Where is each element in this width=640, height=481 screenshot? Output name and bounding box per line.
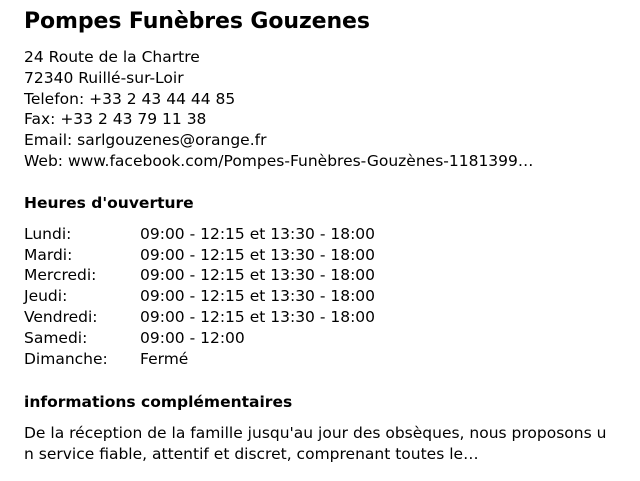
contact-fax: Fax: +33 2 43 79 11 38: [24, 110, 207, 129]
table-row: Lundi: 09:00 - 12:15 et 13:30 - 18:00: [24, 224, 375, 245]
opening-hours-heading: Heures d'ouverture: [24, 193, 194, 212]
hours-time-value: 09:00 - 12:15 et 13:30 - 18:00: [140, 245, 376, 264]
additional-info-heading: informations complémentaires: [24, 393, 293, 412]
table-row: Jeudi: 09:00 - 12:15 et 13:30 - 18:00: [24, 286, 375, 307]
table-row: Samedi: 09:00 - 12:00: [24, 328, 375, 349]
hours-day-label: Dimanche:: [24, 349, 108, 368]
hours-time-value: 09:00 - 12:15 et 13:30 - 18:00: [140, 224, 376, 243]
address-city: 72340 Ruillé-sur-Loir: [24, 68, 184, 87]
hours-time-value: Fermé: [140, 349, 189, 368]
hours-day-label: Mercredi:: [24, 266, 97, 285]
hours-day-label: Jeudi:: [24, 287, 68, 306]
table-row: Dimanche: Fermé: [24, 349, 375, 370]
card-content: Pompes Funèbres Gouzenes 24 Route de la …: [24, 0, 606, 481]
hours-day-label: Mardi:: [24, 245, 73, 264]
hours-day-label: Vendredi:: [24, 307, 98, 326]
contact-email[interactable]: Email: sarlgouzenes@orange.fr: [24, 131, 267, 150]
contact-block: 24 Route de la Chartre 72340 Ruillé-sur-…: [24, 47, 600, 172]
additional-info-text: De la réception de la famille jusqu'au j…: [24, 424, 607, 464]
hours-time-value: 09:00 - 12:00: [140, 328, 245, 347]
opening-hours-body: Lundi: 09:00 - 12:15 et 13:30 - 18:00 Ma…: [24, 224, 375, 370]
hours-day-label: Samedi:: [24, 328, 88, 347]
hours-time-value: 09:00 - 12:15 et 13:30 - 18:00: [140, 287, 376, 306]
hours-time-value: 09:00 - 12:15 et 13:30 - 18:00: [140, 307, 376, 326]
table-row: Vendredi: 09:00 - 12:15 et 13:30 - 18:00: [24, 307, 375, 328]
page-title: Pompes Funèbres Gouzenes: [24, 9, 370, 34]
address-street: 24 Route de la Chartre: [24, 48, 200, 66]
contact-phone: Telefon: +33 2 43 44 44 85: [24, 89, 236, 108]
opening-hours-table: Lundi: 09:00 - 12:15 et 13:30 - 18:00 Ma…: [24, 224, 375, 370]
table-row: Mercredi: 09:00 - 12:15 et 13:30 - 18:00: [24, 265, 375, 286]
hours-day-label: Lundi:: [24, 224, 72, 243]
contact-web[interactable]: Web: www.facebook.com/Pompes-Funèbres-Go…: [24, 151, 534, 170]
table-row: Mardi: 09:00 - 12:15 et 13:30 - 18:00: [24, 245, 375, 266]
hours-time-value: 09:00 - 12:15 et 13:30 - 18:00: [140, 266, 376, 285]
